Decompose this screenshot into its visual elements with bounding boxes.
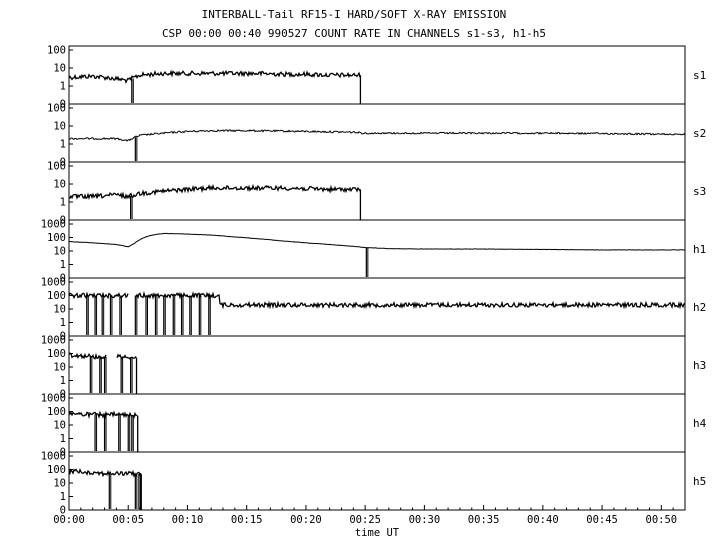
y-tick-label: 10 xyxy=(53,179,66,191)
y-tick-label: 1 xyxy=(60,139,66,151)
y-tick-label: 0 xyxy=(60,447,66,459)
y-tick-label: 10 xyxy=(53,478,66,490)
panel-frame xyxy=(68,451,686,511)
y-tick-label: 10 xyxy=(53,420,66,432)
panel-label-s2: s2 xyxy=(693,127,706,140)
panel-label-s3: s3 xyxy=(693,185,706,198)
panel-frame xyxy=(68,335,686,395)
y-tick-label: 100 xyxy=(47,464,66,476)
y-tick-label: 100 xyxy=(47,290,66,302)
x-axis-label: time UT xyxy=(355,527,400,539)
y-tick-label: 100 xyxy=(47,161,66,173)
y-tick-label: 0 xyxy=(60,331,66,343)
series-line-h2 xyxy=(68,290,686,310)
x-tick-label: 00:10 xyxy=(172,514,204,526)
y-tick-label: 0 xyxy=(60,273,66,285)
panel-label-h2: h2 xyxy=(693,301,706,314)
y-tick-label: 10 xyxy=(53,121,66,133)
series-line-h1 xyxy=(69,232,686,251)
y-tick-label: 1 xyxy=(60,375,66,387)
x-tick-label: 00:00 xyxy=(53,514,85,526)
y-tick-label: 0 xyxy=(60,215,66,227)
x-tick-label: 00:40 xyxy=(527,514,559,526)
y-tick-label: 100 xyxy=(47,232,66,244)
x-tick-label: 00:25 xyxy=(349,514,381,526)
y-tick-label: 10 xyxy=(53,63,66,75)
panel-label-h3: h3 xyxy=(693,359,706,372)
panel-frame xyxy=(68,393,686,453)
y-tick-label: 1 xyxy=(60,433,66,445)
series-line-s2 xyxy=(69,129,686,142)
y-tick-label: 100 xyxy=(47,406,66,418)
panel-label-h4: h4 xyxy=(693,417,707,430)
y-tick-label: 100 xyxy=(47,103,66,115)
y-tick-label: 0 xyxy=(60,99,66,111)
y-tick-label: 1 xyxy=(60,81,66,93)
y-tick-label: 10 xyxy=(53,304,66,316)
x-axis: 00:00 00:05 00:10 00:15 00:20 00:25 00:30 00:35… xyxy=(53,505,686,526)
chart-title: INTERBALL-Tail RF15-I HARD/SOFT X-RAY EM… xyxy=(202,8,507,21)
x-tick-label: 00:05 xyxy=(112,514,144,526)
x-tick-label: 00:35 xyxy=(468,514,500,526)
y-tick-label: 1 xyxy=(60,259,66,271)
y-tick-label: 100 xyxy=(47,45,66,57)
y-tick-label: 1000 xyxy=(41,451,66,463)
panel-label-s1: s1 xyxy=(693,69,706,82)
y-tick-label: 1 xyxy=(60,197,66,209)
y-tick-label: 0 xyxy=(60,157,66,169)
series-line-h5 xyxy=(68,468,142,478)
y-tick-label: 10 xyxy=(53,362,66,374)
panel-frame xyxy=(68,219,686,279)
y-tick-label: 10 xyxy=(53,246,66,258)
panel-group: 1001010s11001010s21001010s310001001010h1… xyxy=(41,45,707,517)
x-tick-label: 00:50 xyxy=(646,514,678,526)
y-tick-label: 1000 xyxy=(41,277,66,289)
chart-subtitle: CSP 00:00 00:40 990527 COUNT RATE IN CHA… xyxy=(162,27,546,40)
series-line-h3 xyxy=(68,352,137,361)
series-line-h4 xyxy=(68,410,138,420)
y-tick-label: 1000 xyxy=(41,393,66,405)
x-tick-label: 00:20 xyxy=(290,514,322,526)
series-line-s3 xyxy=(68,183,361,201)
y-tick-label: 1000 xyxy=(41,335,66,347)
x-tick-label: 00:15 xyxy=(231,514,263,526)
y-tick-label: 0 xyxy=(60,389,66,401)
panel-label-h1: h1 xyxy=(693,243,706,256)
series-line-s1 xyxy=(68,69,361,84)
panel-label-h5: h5 xyxy=(693,475,706,488)
y-tick-label: 1 xyxy=(60,317,66,329)
y-tick-label: 1 xyxy=(60,491,66,503)
y-tick-label: 1000 xyxy=(41,219,66,231)
x-tick-label: 00:45 xyxy=(586,514,618,526)
y-tick-label: 0 xyxy=(60,505,66,517)
x-tick-label: 00:30 xyxy=(409,514,441,526)
y-tick-label: 100 xyxy=(47,348,66,360)
